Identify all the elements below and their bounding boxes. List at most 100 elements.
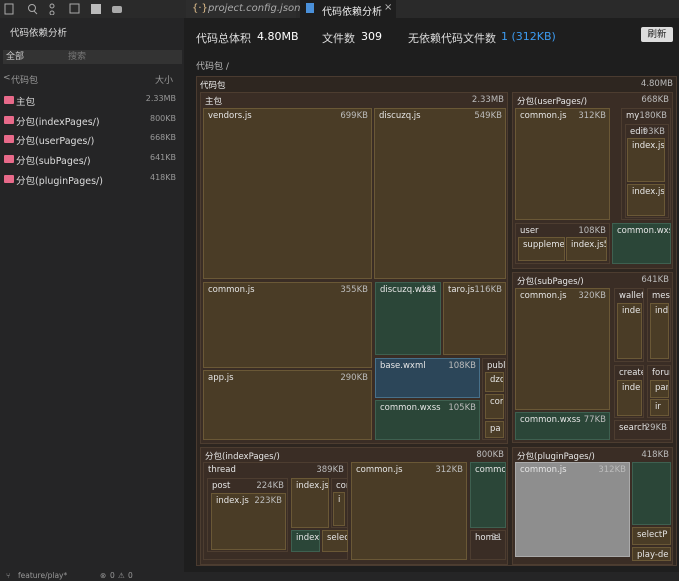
tab-label: project.config.json — [208, 3, 301, 14]
node-label: publi — [487, 361, 506, 371]
treemap-file[interactable]: common.wxss — [612, 223, 671, 264]
branch[interactable]: feature/play* — [18, 571, 68, 580]
treemap-file[interactable]: pa — [485, 421, 504, 438]
treemap-file[interactable]: par — [650, 380, 669, 398]
package-row[interactable]: 分包(userPages/) 668KB — [4, 131, 180, 149]
tab-active[interactable]: 代码依赖分析 × — [300, 0, 396, 18]
treemap-file[interactable]: common.js 320KB — [515, 288, 610, 410]
node-label: i — [338, 495, 341, 505]
node-label: common.js — [520, 291, 567, 301]
package-row[interactable]: 分包(pluginPages/) 418KB — [4, 171, 180, 189]
node-size: 223KB — [254, 496, 282, 506]
package-name: 分包(pluginPages/) — [16, 175, 103, 187]
treemap-file[interactable]: app.js 290KB — [203, 370, 372, 440]
treemap-file[interactable]: select — [322, 530, 348, 552]
treemap-file[interactable]: index. — [291, 530, 320, 552]
tab-bar: {·} project.config.json 代码依赖分析 × — [0, 0, 679, 18]
node-label: selectP — [637, 530, 668, 540]
node-label: wallet — [619, 291, 644, 301]
tab[interactable]: {·} project.config.json — [186, 0, 301, 18]
node-size: 549KB — [474, 111, 502, 121]
list-header: 代码包 — [11, 76, 39, 86]
treemap-file[interactable]: discuzq.wxss 121 — [375, 282, 441, 355]
treemap-group[interactable]: search 29KB — [614, 420, 671, 440]
node-label: select — [327, 533, 347, 543]
treemap-file[interactable]: play-de — [632, 547, 671, 561]
node-label: index.js4 — [632, 187, 665, 197]
treemap-file[interactable]: taro.js 116KB — [443, 282, 506, 355]
treemap-file[interactable]: index.js — [627, 138, 665, 182]
treemap-file[interactable]: selectP — [632, 527, 671, 545]
treemap-file[interactable]: base.wxml 108KB — [375, 358, 480, 398]
node-label: dzc — [490, 375, 504, 385]
stat-value[interactable]: 1 (312KB) — [501, 30, 556, 43]
treemap-file[interactable]: ind — [650, 303, 669, 359]
package-size: 641KB — [149, 153, 176, 163]
node-label: 分包(indexPages/) — [205, 452, 280, 462]
node-label: ir — [655, 402, 661, 412]
folder-icon — [4, 174, 14, 183]
node-size: 320KB — [578, 291, 606, 301]
error-count: 0 — [110, 571, 115, 580]
treemap-file[interactable]: ir — [650, 399, 669, 416]
node-label: app.js — [208, 373, 234, 383]
node-label: index.js — [216, 496, 249, 506]
treemap-file[interactable]: index — [617, 303, 642, 359]
package-size: 418KB — [149, 172, 176, 182]
node-label: base.wxml — [380, 361, 426, 371]
node-label: supplemer — [523, 240, 565, 250]
package-size: 668KB — [149, 133, 176, 143]
node-label: taro.js — [448, 285, 475, 295]
node-size: 312KB — [435, 465, 463, 475]
node-size: 116KB — [474, 285, 502, 295]
treemap-file[interactable]: common.js 312KB — [351, 462, 467, 560]
treemap-file[interactable]: inde — [617, 380, 642, 416]
treemap-file[interactable]: discuzq.js 549KB — [374, 108, 506, 279]
treemap-file[interactable]: index.js4 — [627, 184, 665, 216]
treemap-group[interactable]: home 31 — [470, 530, 506, 560]
treemap-file[interactable]: common — [470, 462, 506, 528]
package-row[interactable]: 主包 2.33MB — [4, 92, 180, 110]
search-input[interactable]: 搜索 — [64, 50, 182, 64]
node-label: ind — [655, 306, 669, 316]
node-label: discuzq.js — [379, 111, 421, 121]
node-size: 800KB — [476, 450, 504, 460]
node-label: index — [622, 306, 641, 316]
node-size: 29KB — [644, 423, 667, 433]
treemap-file[interactable]: common.wxss 105KB — [375, 400, 480, 440]
folder-icon — [4, 155, 14, 164]
treemap-file[interactable]: comp — [485, 394, 504, 419]
treemap-file[interactable]: dzc — [485, 372, 504, 392]
node-size: 641KB — [641, 275, 669, 285]
node-size: 699KB — [340, 111, 368, 121]
treemap-file[interactable]: common.wxss 77KB — [515, 412, 610, 440]
filter-select[interactable]: 全部 — [3, 50, 64, 64]
treemap-file[interactable]: common.js 355KB — [203, 282, 372, 368]
treemap-file[interactable]: common.js 312KB — [515, 462, 630, 557]
node-size: 105KB — [448, 403, 476, 413]
package-row[interactable]: 分包(indexPages/) 800KB — [4, 112, 180, 130]
package-name: 分包(indexPages/) — [16, 116, 100, 128]
treemap-file[interactable]: vendors.js 699KB — [203, 108, 372, 279]
node-label: comp — [490, 397, 503, 407]
treemap-file[interactable]: index.js — [291, 478, 329, 528]
stat-label: 无依赖代码文件数 — [408, 32, 496, 45]
node-size: 355KB — [340, 285, 368, 295]
node-size: 31 — [491, 533, 502, 543]
treemap-file[interactable]: index.js 223KB — [211, 493, 286, 550]
treemap-file[interactable] — [632, 462, 671, 525]
treemap-file[interactable]: i — [333, 492, 345, 526]
sort-header[interactable]: 大小 — [155, 76, 174, 86]
node-label: index.js — [632, 141, 665, 151]
package-row[interactable]: 分包(subPages/) 641KB — [4, 151, 180, 169]
node-label: home — [475, 533, 500, 543]
refresh-button[interactable]: 刷新 — [641, 27, 673, 42]
node-label: common.wxss — [520, 415, 581, 425]
node-label: 分包(subPages/) — [517, 277, 584, 287]
stat-value: 4.80MB — [257, 30, 299, 43]
treemap-file[interactable]: common.js 312KB — [515, 108, 610, 220]
treemap-file[interactable]: supplemer — [518, 237, 565, 261]
node-label: search — [619, 423, 648, 433]
treemap-file[interactable]: index.js5 — [566, 237, 607, 261]
